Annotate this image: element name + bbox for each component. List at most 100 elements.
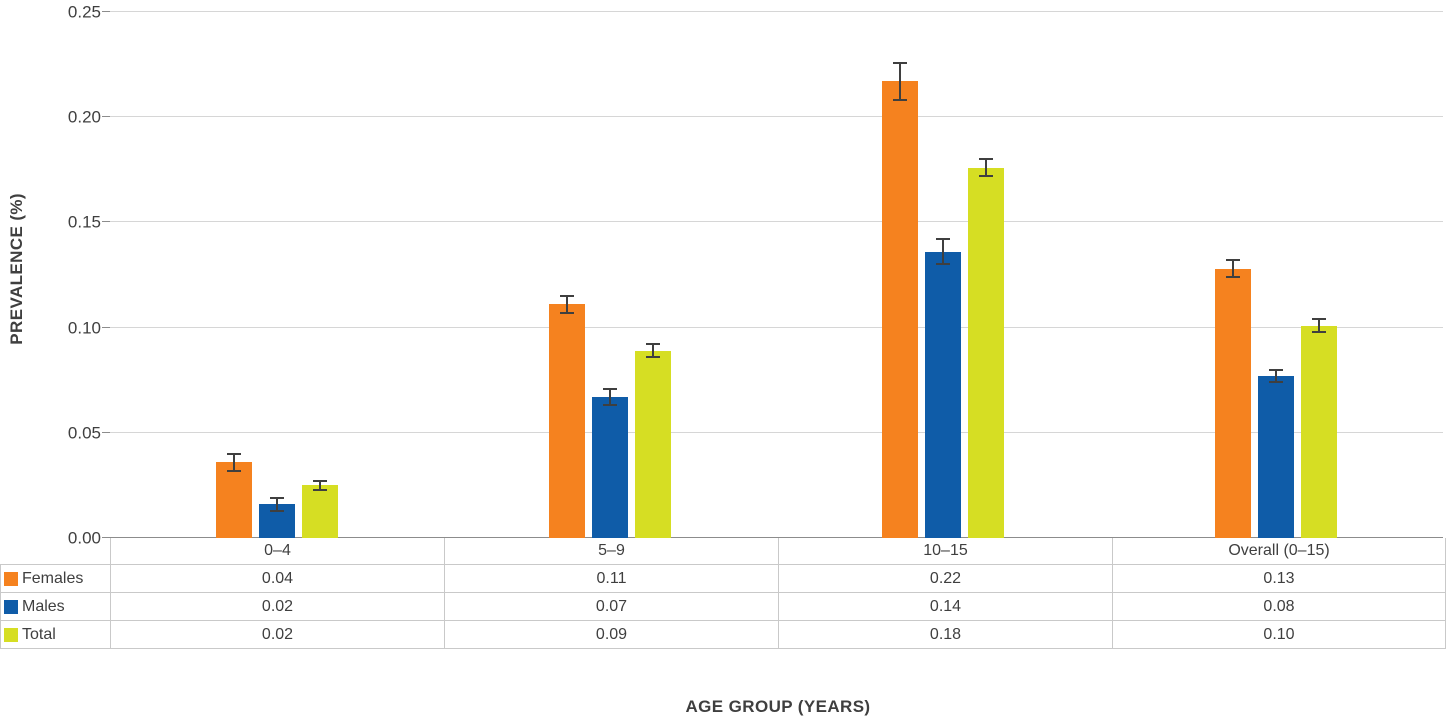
table-value-cell: 0.18 [778,621,1112,649]
y-axis-tick-mark [102,11,110,12]
error-bar-line [565,296,568,313]
legend-item-total: Total [0,621,110,649]
y-axis-tick-mark [102,116,110,118]
bar-total [968,167,1005,538]
category-group [443,0,776,538]
legend-item-males: Males [0,593,110,621]
table-value-cell: 0.02 [110,621,444,649]
data-table: 0–4 5–9 10–15 Overall (0–15) Females 0.04 0.11… [0,538,1446,649]
category-label: 10–15 [778,538,1112,565]
chart-region: PREVALENCE (%) 0.25 0.20 0.15 0.10 0.05 0.00 [0,0,1443,547]
y-tick-label: 0.20 [67,107,101,127]
error-bar-cap-top [602,387,617,390]
x-axis-title: AGE GROUP (YEARS) [685,697,871,716]
error-bar-line [899,62,902,101]
bar-males [1258,376,1295,538]
error-bar-cap-top [1312,318,1327,321]
y-axis-title-column: PREVALENCE (%) [0,0,34,538]
error-bar-line [985,159,988,177]
table-value-cell: 0.02 [110,593,444,621]
bar-males [591,397,628,538]
bar-slot [215,0,252,538]
error-bar-line [232,453,235,471]
y-axis-title: PREVALENCE (%) [7,193,26,345]
error-bar-cap-bottom [979,175,994,178]
table-value-cell: 0.09 [444,621,778,649]
table-value-cell: 0.13 [1112,565,1446,593]
y-axis-ticks: 0.25 0.20 0.15 0.10 0.05 0.00 [34,0,110,547]
table-value-cell: 0.04 [110,565,444,593]
table-value-cell: 0.22 [778,565,1112,593]
error-bar-cap-bottom [936,263,951,266]
category-label: 5–9 [444,538,778,565]
bar-slot [301,0,338,538]
error-bar-cap-bottom [269,509,284,512]
error-bar-cap-bottom [1312,330,1327,333]
error-bar-line [1318,319,1321,332]
y-tick-label: 0.25 [67,2,101,22]
grid-line [110,221,1443,223]
bar-slot [258,0,295,538]
error-bar-line [1232,260,1235,278]
error-bar-line [651,344,654,358]
bar-females [1215,268,1252,538]
error-bar-cap-bottom [1226,276,1241,279]
table-value-cell: 0.14 [778,593,1112,621]
plot-area [102,0,1443,538]
legend-swatch-females [4,571,18,586]
y-tick-label: 0.10 [67,318,101,338]
legend-swatch-males [4,599,18,614]
category-group [1110,0,1443,538]
bar-groups [110,0,1443,538]
bar-slot [882,0,919,538]
error-bar-cap-top [1269,368,1284,371]
table-value-cell: 0.08 [1112,593,1446,621]
legend-item-females: Females [0,565,110,593]
error-bar-line [1275,369,1278,383]
category-label: 0–4 [110,538,444,565]
bar-total [1301,325,1338,538]
error-bar-line [318,481,321,490]
error-bar-line [608,388,611,406]
error-bar-cap-bottom [226,469,241,472]
legend-label: Males [22,597,65,615]
legend-label: Females [22,569,84,587]
error-bar-cap-bottom [893,99,908,102]
bar-females [882,81,919,538]
error-bar-cap-top [979,158,994,161]
grid-line [110,11,1443,12]
bar-slot [1301,0,1338,538]
category-group [110,0,443,538]
bar-total [301,485,338,538]
x-axis-title-row: AGE GROUP (YEARS) [0,649,1446,725]
error-bar-cap-top [645,343,660,346]
error-bar-line [275,498,278,511]
error-bar-cap-bottom [602,404,617,407]
table-value-cell: 0.11 [444,565,778,593]
category-label: Overall (0–15) [1112,538,1446,565]
table-value-cell: 0.10 [1112,621,1446,649]
error-bar-cap-top [312,480,327,483]
legend-swatch-total [4,627,18,642]
bar-slot [1258,0,1295,538]
error-bar-cap-top [269,497,284,500]
bar-slot [634,0,671,538]
y-axis-tick-mark [102,221,110,223]
y-tick-label: 0.15 [67,212,101,232]
bar-slot [968,0,1005,538]
error-bar-cap-top [936,238,951,241]
error-bar-cap-top [559,295,574,298]
bar-females [548,304,585,538]
y-axis-tick-mark [102,431,110,433]
grid-line [110,326,1443,328]
error-bar-line [942,239,945,265]
y-axis-tick-mark [102,537,110,538]
category-group [777,0,1110,538]
bar-females [215,462,252,538]
y-tick-label: 0.00 [67,528,101,548]
x-axis-baseline [110,537,1443,538]
y-axis-tick-mark [102,326,110,328]
bar-slot [925,0,962,538]
error-bar-cap-top [1226,259,1241,262]
